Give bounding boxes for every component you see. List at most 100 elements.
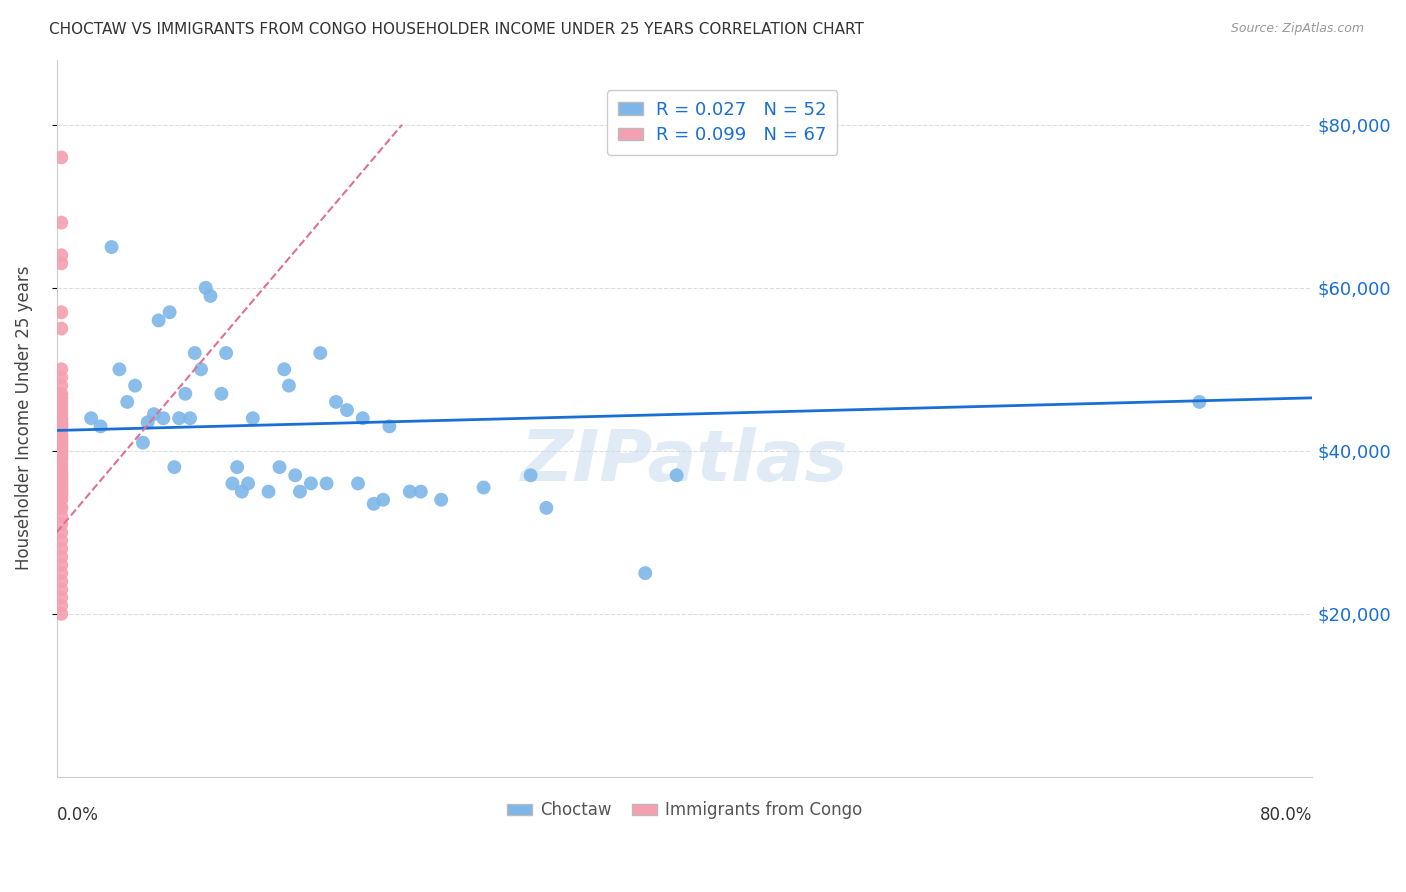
Point [51, 248, 73, 262]
Point [51, 470, 73, 484]
Point [51, 305, 73, 319]
Point [51, 492, 73, 507]
Point [51, 435, 73, 450]
Point [51, 391, 73, 405]
Point [51, 424, 73, 438]
Point [51, 442, 73, 457]
Point [51, 517, 73, 532]
Point [51, 434, 73, 448]
Point [108, 362, 131, 376]
Text: Source: ZipAtlas.com: Source: ZipAtlas.com [1230, 22, 1364, 36]
Point [315, 476, 337, 491]
Point [51, 403, 73, 417]
Point [221, 476, 243, 491]
Point [80, 411, 103, 425]
Point [163, 460, 186, 475]
Point [257, 484, 280, 499]
Point [174, 386, 197, 401]
Point [51, 464, 73, 478]
Point [51, 445, 73, 459]
Point [51, 484, 73, 499]
Point [51, 509, 73, 524]
Point [51, 456, 73, 470]
Text: 80.0%: 80.0% [1260, 805, 1312, 824]
Point [190, 362, 212, 376]
Point [51, 452, 73, 467]
Point [51, 486, 73, 500]
Point [634, 566, 657, 580]
Point [51, 386, 73, 401]
Point [269, 460, 291, 475]
Point [288, 484, 311, 499]
Point [51, 574, 73, 589]
Point [51, 413, 73, 427]
Point [1188, 395, 1211, 409]
Point [51, 468, 73, 483]
Point [409, 484, 432, 499]
Point [51, 483, 73, 497]
Point [309, 346, 332, 360]
Point [167, 411, 190, 425]
Point [325, 395, 347, 409]
Point [148, 313, 170, 327]
Point [51, 478, 73, 492]
Y-axis label: Householder Income Under 25 years: Householder Income Under 25 years [15, 266, 32, 571]
Point [51, 448, 73, 462]
Point [363, 497, 385, 511]
Point [51, 440, 73, 454]
Text: CHOCTAW VS IMMIGRANTS FROM CONGO HOUSEHOLDER INCOME UNDER 25 YEARS CORRELATION C: CHOCTAW VS IMMIGRANTS FROM CONGO HOUSEHO… [49, 22, 865, 37]
Point [242, 411, 264, 425]
Point [472, 481, 495, 495]
Point [277, 378, 299, 392]
Point [51, 395, 73, 409]
Point [347, 476, 370, 491]
Point [226, 460, 249, 475]
Point [159, 305, 181, 319]
Point [299, 476, 322, 491]
Point [51, 421, 73, 435]
Point [200, 289, 222, 303]
Point [152, 411, 174, 425]
Point [51, 407, 73, 421]
Point [51, 437, 73, 451]
Point [51, 582, 73, 597]
Point [336, 403, 359, 417]
Point [665, 468, 688, 483]
Point [142, 407, 165, 421]
Point [90, 419, 112, 434]
Point [51, 599, 73, 613]
Point [51, 467, 73, 481]
Point [371, 492, 394, 507]
Point [51, 256, 73, 270]
Point [51, 415, 73, 429]
Point [51, 460, 73, 475]
Point [51, 525, 73, 540]
Point [398, 484, 420, 499]
Point [378, 419, 401, 434]
Point [51, 475, 73, 489]
Point [51, 558, 73, 572]
Point [51, 591, 73, 605]
Point [51, 427, 73, 442]
Point [352, 411, 374, 425]
Point [51, 429, 73, 443]
Point [536, 500, 558, 515]
Point [51, 476, 73, 491]
Point [231, 484, 253, 499]
Point [100, 240, 122, 254]
Point [51, 491, 73, 505]
Point [184, 346, 207, 360]
Point [519, 468, 541, 483]
Point [430, 492, 453, 507]
Point [51, 443, 73, 458]
Point [209, 386, 232, 401]
Point [51, 432, 73, 446]
Point [51, 541, 73, 556]
Point [51, 489, 73, 503]
Point [51, 549, 73, 564]
Point [51, 533, 73, 548]
Point [51, 450, 73, 465]
Point [51, 411, 73, 425]
Point [51, 362, 73, 376]
Point [215, 346, 238, 360]
